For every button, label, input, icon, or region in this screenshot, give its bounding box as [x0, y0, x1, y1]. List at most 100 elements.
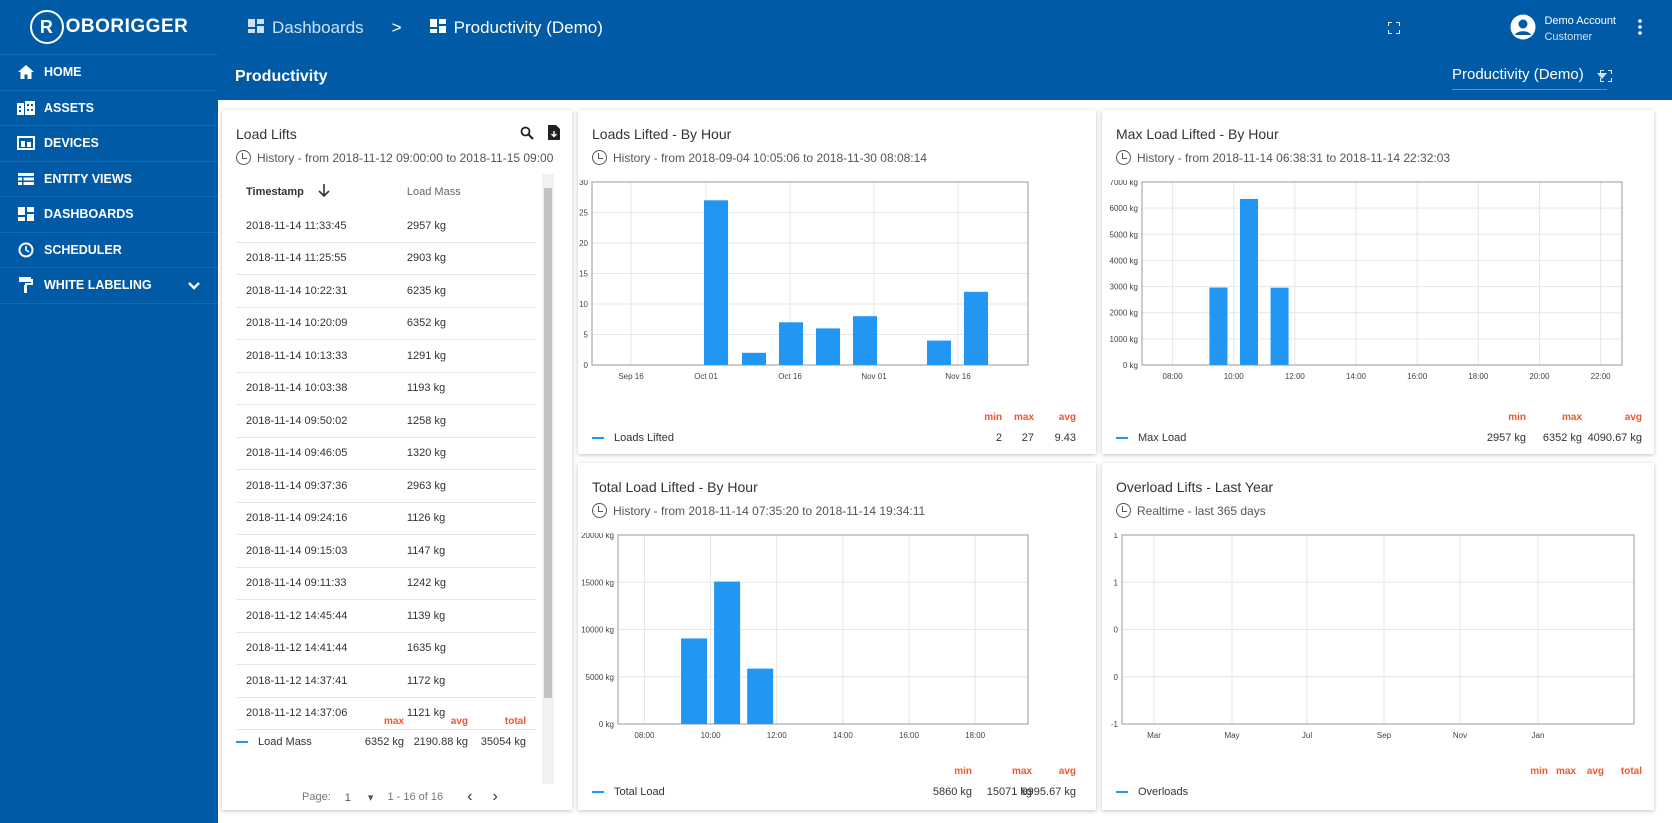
x-tick-label: 14:00 — [833, 731, 854, 740]
fullscreen-icon[interactable] — [1387, 21, 1401, 37]
bar — [1270, 287, 1289, 365]
stat-max: 27 — [1021, 432, 1034, 444]
stat-head-avg: avg — [1058, 412, 1076, 423]
card-subtitle: History - from 2018-11-14 07:35:20 to 20… — [592, 503, 925, 518]
stat-head-total: total — [504, 716, 526, 727]
table-row[interactable]: 2018-11-14 09:50:02 1258 kg — [236, 405, 536, 438]
realtime-range: Realtime - last 365 days — [1137, 503, 1266, 518]
table-scrollbar[interactable] — [542, 174, 554, 784]
bar — [704, 200, 728, 365]
total-load-chart[interactable]: 08:00 10:00 12:00 14:00 16:00 18:00 0 kg 5000 k… — [578, 533, 1096, 763]
column-timestamp[interactable]: Timestamp — [236, 183, 407, 201]
scrollbar-thumb[interactable] — [544, 188, 552, 698]
more-vert-icon[interactable] — [1638, 18, 1642, 40]
prev-page-icon[interactable]: ‹ — [467, 788, 473, 805]
y-tick-label: 5000 kg — [586, 673, 614, 682]
table-row[interactable]: 2018-11-14 09:11:33 1242 kg — [236, 568, 536, 600]
sidebar-item-dashboards[interactable]: DASHBOARDS — [0, 197, 218, 233]
fullscreen-icon[interactable] — [1599, 69, 1613, 85]
logo[interactable]: R OBORIGGER — [0, 0, 218, 55]
pagination: Page: 1 ▾ 1 - 16 of 16 ‹ › — [302, 788, 508, 806]
legend-item[interactable]: Max Load — [1116, 432, 1186, 444]
table-row[interactable]: 2018-11-14 09:15:03 1147 kg — [236, 535, 536, 568]
pager-page-select[interactable]: 1 ▾ — [344, 791, 374, 804]
y-tick-label: 15 — [579, 270, 588, 279]
sidebar-item-home[interactable]: HOME — [0, 55, 218, 91]
sidebar-item-devices[interactable]: DEVICES — [0, 126, 218, 162]
bar — [681, 638, 708, 724]
x-tick-label: 10:00 — [1224, 372, 1245, 381]
sidebar-item-white-labeling[interactable]: WHITE LABELING — [0, 268, 218, 304]
stat-head-avg: avg — [1624, 412, 1642, 423]
export-file-icon[interactable] — [548, 125, 560, 145]
card-subtitle: History - from 2018-09-04 10:05:06 to 20… — [592, 150, 927, 165]
loads-by-hour-card: Loads Lifted - By Hour History - from 20… — [578, 110, 1096, 454]
table-row[interactable]: 2018-11-14 11:33:45 2957 kg — [236, 210, 536, 243]
dashboards-icon — [248, 18, 264, 38]
table-row[interactable]: 2018-11-14 09:37:36 2963 kg — [236, 470, 536, 503]
load-lifts-card: Load Lifts History - from 2018-11-12 09:… — [222, 110, 572, 810]
x-tick-label: 08:00 — [1163, 372, 1184, 381]
x-tick-label: Nov — [1453, 731, 1467, 740]
card-title: Load Lifts — [236, 126, 297, 142]
table-row[interactable]: 2018-11-14 09:24:16 1126 kg — [236, 503, 536, 535]
column-load-mass[interactable]: Load Mass — [406, 186, 461, 198]
sidebar-item-entity-views[interactable]: ENTITY VIEWS — [0, 162, 218, 197]
cell-timestamp: 2018-11-14 11:25:55 — [246, 252, 347, 265]
legend-swatch — [592, 791, 604, 794]
plot-frame — [591, 181, 1029, 366]
cell-load-mass: 1172 kg — [406, 674, 446, 687]
cell-load-mass: 1126 kg — [406, 512, 446, 525]
arrow-down-icon[interactable] — [318, 183, 330, 201]
max-load-card: Max Load Lifted - By Hour History - from… — [1102, 110, 1654, 454]
table-row[interactable]: 2018-11-14 10:22:31 6235 kg — [236, 275, 536, 308]
dashboards-icon — [429, 18, 446, 38]
x-tick-label: 12:00 — [1285, 372, 1306, 381]
breadcrumb-current: Productivity (Demo) — [453, 18, 603, 37]
clock-icon — [592, 150, 607, 165]
stat-head-max: max — [1561, 412, 1582, 423]
table-row[interactable]: 2018-11-12 14:45:44 1139 kg — [236, 600, 536, 633]
table-row[interactable]: 2018-11-14 10:03:38 1193 kg — [236, 373, 536, 405]
assets-icon — [16, 100, 36, 116]
table-row[interactable]: 2018-11-14 11:25:55 2903 kg — [236, 243, 536, 275]
max-load-chart[interactable]: 08:00 10:00 12:00 14:00 16:00 18:00 20:00 22:00… — [1102, 180, 1654, 410]
cell-load-mass: 1258 kg — [406, 414, 447, 427]
overload-chart[interactable]: Mar May Jul Sep Nov Jan -1 0 0 1 1 — [1102, 533, 1654, 763]
account-menu[interactable]: Demo Account Customer — [1510, 13, 1642, 45]
search-icon[interactable] — [520, 126, 534, 145]
cell-timestamp: 2018-11-14 09:37:36 — [246, 479, 348, 492]
clock-icon — [1116, 503, 1131, 518]
sidebar-item-label: DEVICES — [44, 136, 99, 151]
sidebar-item-scheduler[interactable]: SCHEDULER — [0, 233, 218, 268]
table-row[interactable]: 2018-11-12 14:41:44 1635 kg — [236, 633, 536, 665]
card-title: Overload Lifts - Last Year — [1116, 479, 1274, 495]
table-row[interactable]: 2018-11-14 09:46:05 1320 kg — [236, 438, 536, 470]
logo-text: OBORIGGER — [65, 16, 189, 37]
cell-timestamp: 2018-11-12 14:37:41 — [246, 674, 348, 687]
loads-by-hour-chart[interactable]: Sep 16 Oct 01 Oct 16 Nov 01 Nov 16 0 5 10 15 20 25… — [578, 180, 1096, 410]
next-page-icon[interactable]: › — [492, 788, 498, 805]
stat-head-max: max — [383, 716, 404, 727]
table-row[interactable]: 2018-11-12 14:37:41 1172 kg — [236, 665, 536, 698]
stat-avg: 9995.67 kg — [1021, 786, 1076, 798]
account-name: Demo Account — [1544, 15, 1616, 27]
dashboard-select[interactable]: Productivity (Demo) — [1452, 66, 1607, 90]
bar — [747, 668, 774, 724]
legend-item[interactable]: Loads Lifted — [592, 432, 674, 444]
legend-item[interactable]: Overloads — [1116, 786, 1188, 798]
account-role: Customer — [1544, 31, 1593, 43]
table-row[interactable]: 2018-11-14 10:13:33 1291 kg — [236, 340, 536, 373]
table-row[interactable]: 2018-11-12 14:37:06 1121 kg — [236, 698, 536, 730]
breadcrumb-separator: > — [391, 18, 402, 37]
table-row[interactable]: 2018-11-14 10:20:09 6352 kg — [236, 308, 536, 340]
cell-load-mass: 1147 kg — [406, 544, 446, 557]
x-tick-label: Nov 16 — [945, 372, 971, 381]
cell-load-mass: 1242 kg — [406, 577, 447, 590]
legend-item[interactable]: Load Mass — [236, 736, 312, 748]
history-range: History - from 2018-09-04 10:05:06 to 20… — [613, 150, 927, 165]
chevron-down-icon[interactable] — [188, 277, 200, 293]
legend-item[interactable]: Total Load — [592, 786, 665, 798]
sidebar-item-assets[interactable]: ASSETS — [0, 91, 218, 126]
breadcrumb-dashboards[interactable]: Dashboards — [272, 18, 364, 37]
